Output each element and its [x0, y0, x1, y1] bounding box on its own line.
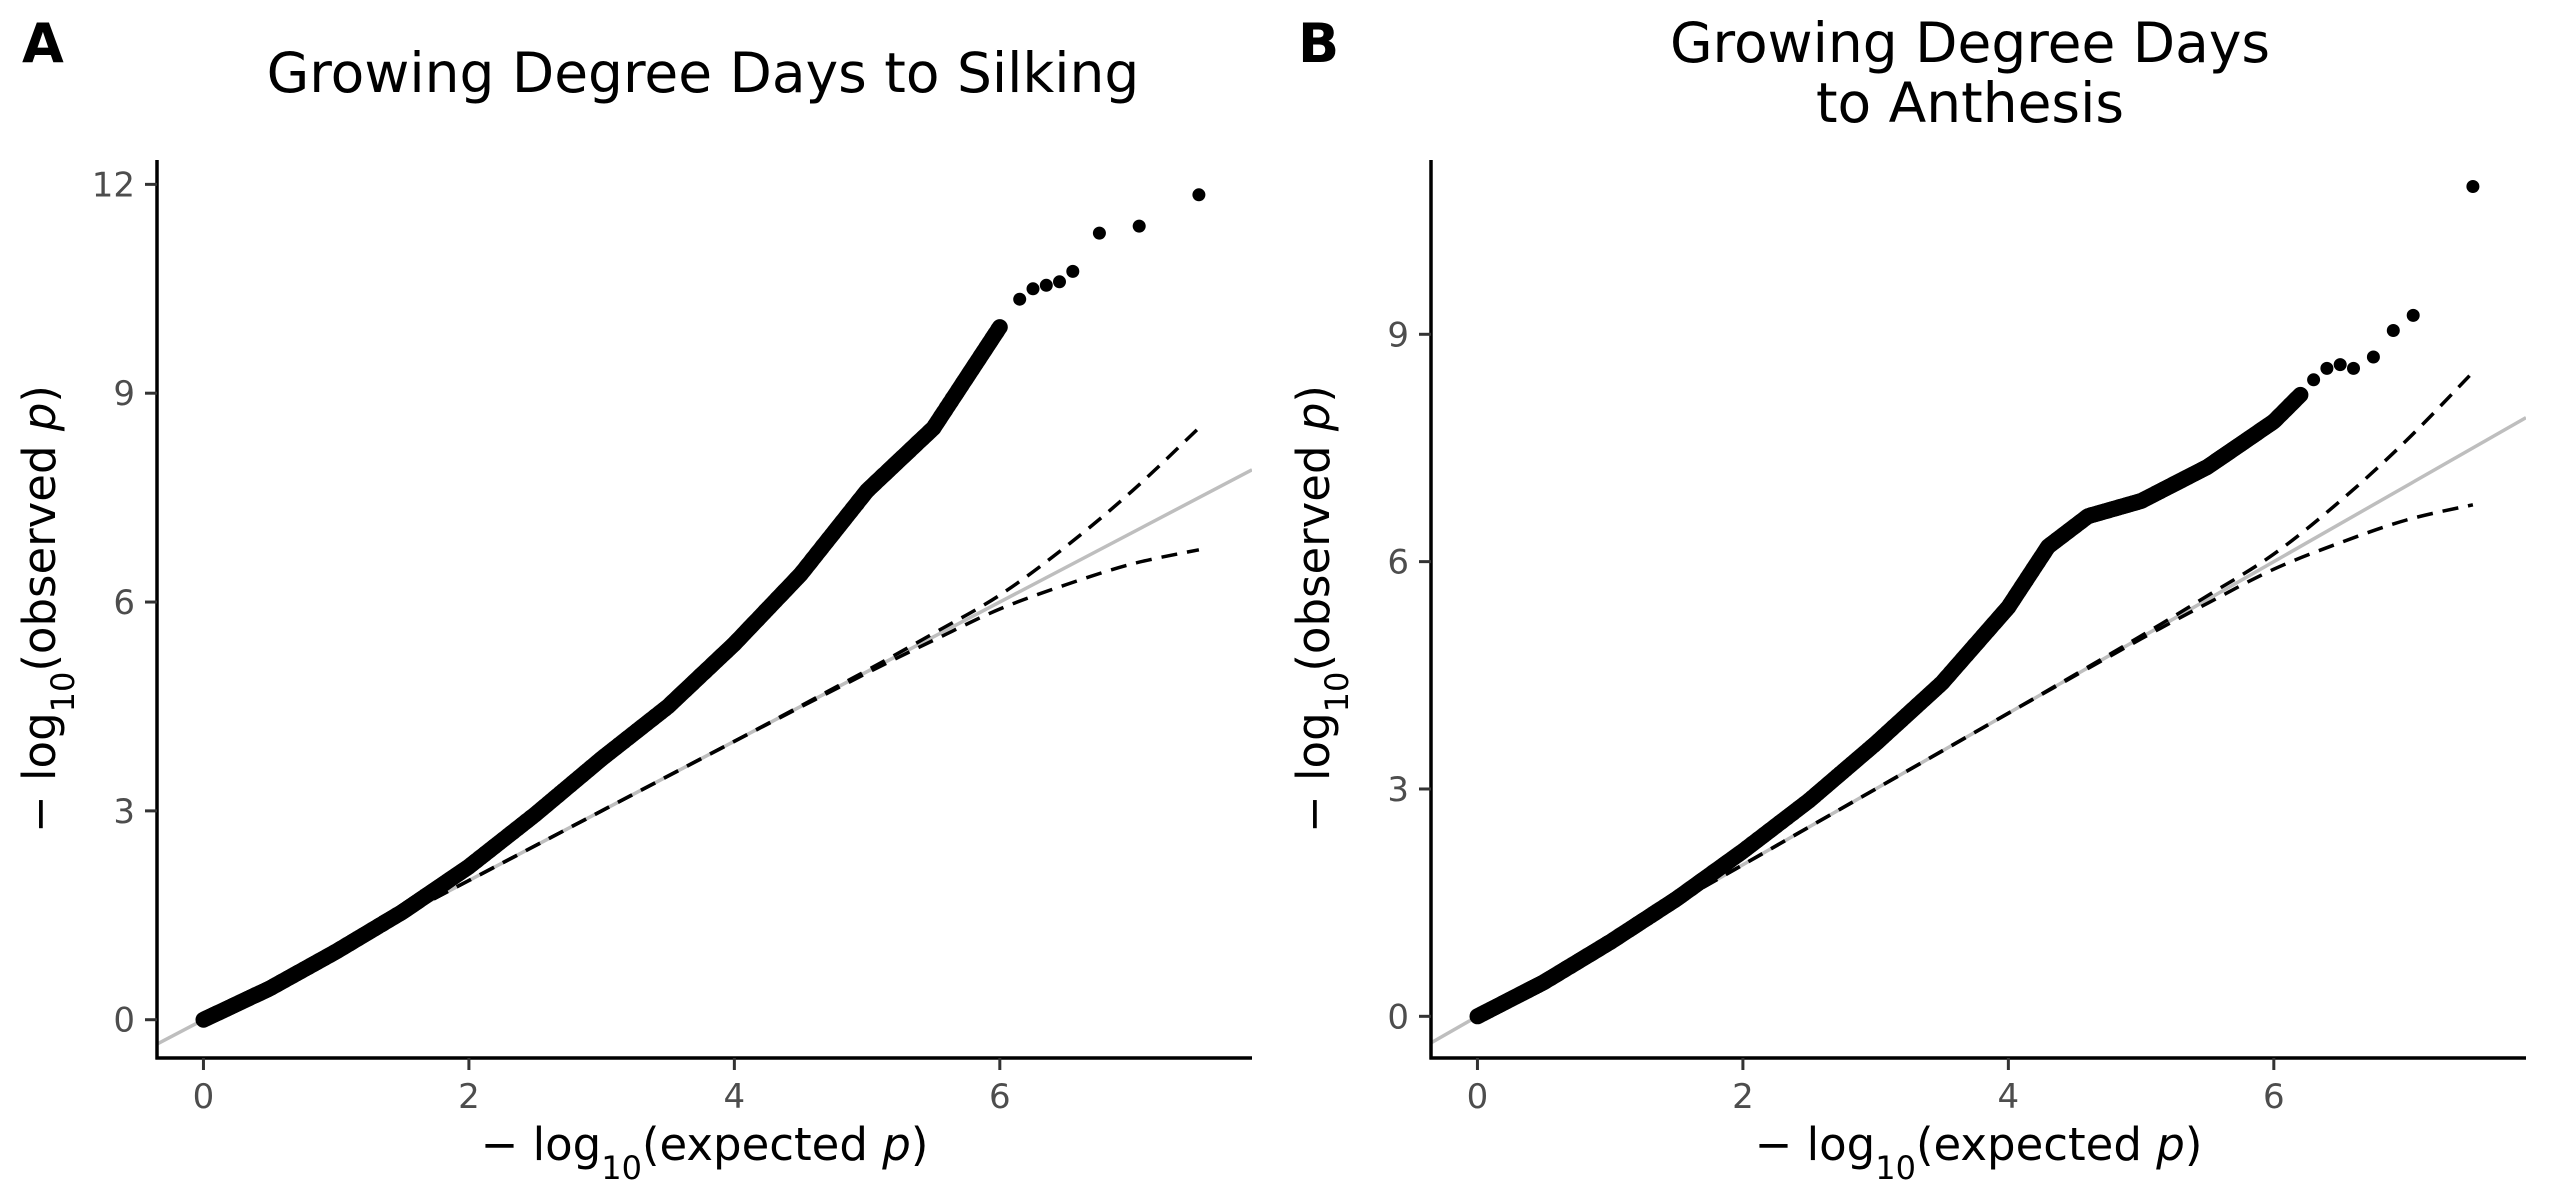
data-point	[1132, 219, 1146, 233]
x-axis-label: − log10(expected p)	[481, 1118, 929, 1187]
data-point	[1192, 188, 1206, 202]
y-tick-label: 9	[1387, 315, 1409, 355]
data-point	[2406, 308, 2420, 322]
x-tick-label: 2	[458, 1077, 480, 1117]
x-tick-label: 6	[989, 1077, 1011, 1117]
y-tick-label: 6	[113, 583, 135, 623]
plot-area	[157, 188, 1252, 1046]
panel-a: A Growing Degree Days to Silking 0 2 4 6 0 3 6 9 1…	[13, 12, 1252, 1187]
data-point	[1053, 275, 1066, 289]
x-tick-label: 4	[724, 1077, 746, 1117]
data-point	[2333, 358, 2347, 372]
data-point	[2466, 180, 2480, 193]
y-tick-label: 9	[113, 374, 135, 414]
confidence-upper-line	[202, 426, 1201, 1022]
data-point	[1039, 278, 1053, 292]
data-point	[2347, 361, 2360, 375]
data-point	[2366, 350, 2380, 364]
y-tick-label: 0	[113, 1001, 135, 1041]
observed-points	[1469, 180, 2480, 1025]
y-axis-label: − log10(observed p)	[13, 385, 82, 833]
data-point	[2292, 386, 2309, 403]
data-point	[2307, 373, 2321, 387]
data-point	[1092, 226, 1106, 240]
x-tick-label: 0	[193, 1077, 215, 1117]
y-tick-label: 3	[1387, 770, 1409, 810]
data-point	[991, 319, 1008, 336]
confidence-lower-line	[202, 548, 1200, 1022]
chart-title: Growing Degree Days to Silking	[267, 41, 1140, 105]
data-point	[2386, 324, 2400, 337]
y-tick-label: 12	[92, 165, 135, 205]
chart-title: Growing Degree Days to Anthesis	[1670, 11, 2270, 135]
data-point	[1013, 292, 1027, 306]
x-tick-label: 0	[1467, 1077, 1489, 1117]
y-tick-label: 6	[1387, 543, 1409, 583]
data-point	[1066, 264, 1080, 278]
y-tick-label: 3	[113, 792, 135, 832]
panel-letter: B	[1298, 12, 1339, 75]
x-tick-label: 6	[2263, 1077, 2285, 1117]
observed-points	[195, 188, 1206, 1028]
y-tick-label: 0	[1387, 997, 1409, 1037]
y-axis-label: − log10(observed p)	[1287, 385, 1356, 833]
data-point	[2320, 361, 2334, 375]
x-tick-label: 4	[1998, 1077, 2020, 1117]
x-axis-label: − log10(expected p)	[1755, 1118, 2203, 1187]
confidence-lower-line	[1476, 503, 2474, 1018]
panel-letter: A	[22, 12, 64, 75]
x-tick-label: 2	[1732, 1077, 1754, 1117]
confidence-upper-line	[1476, 370, 2475, 1018]
plot-area	[1431, 180, 2526, 1045]
data-point	[1026, 282, 1040, 296]
